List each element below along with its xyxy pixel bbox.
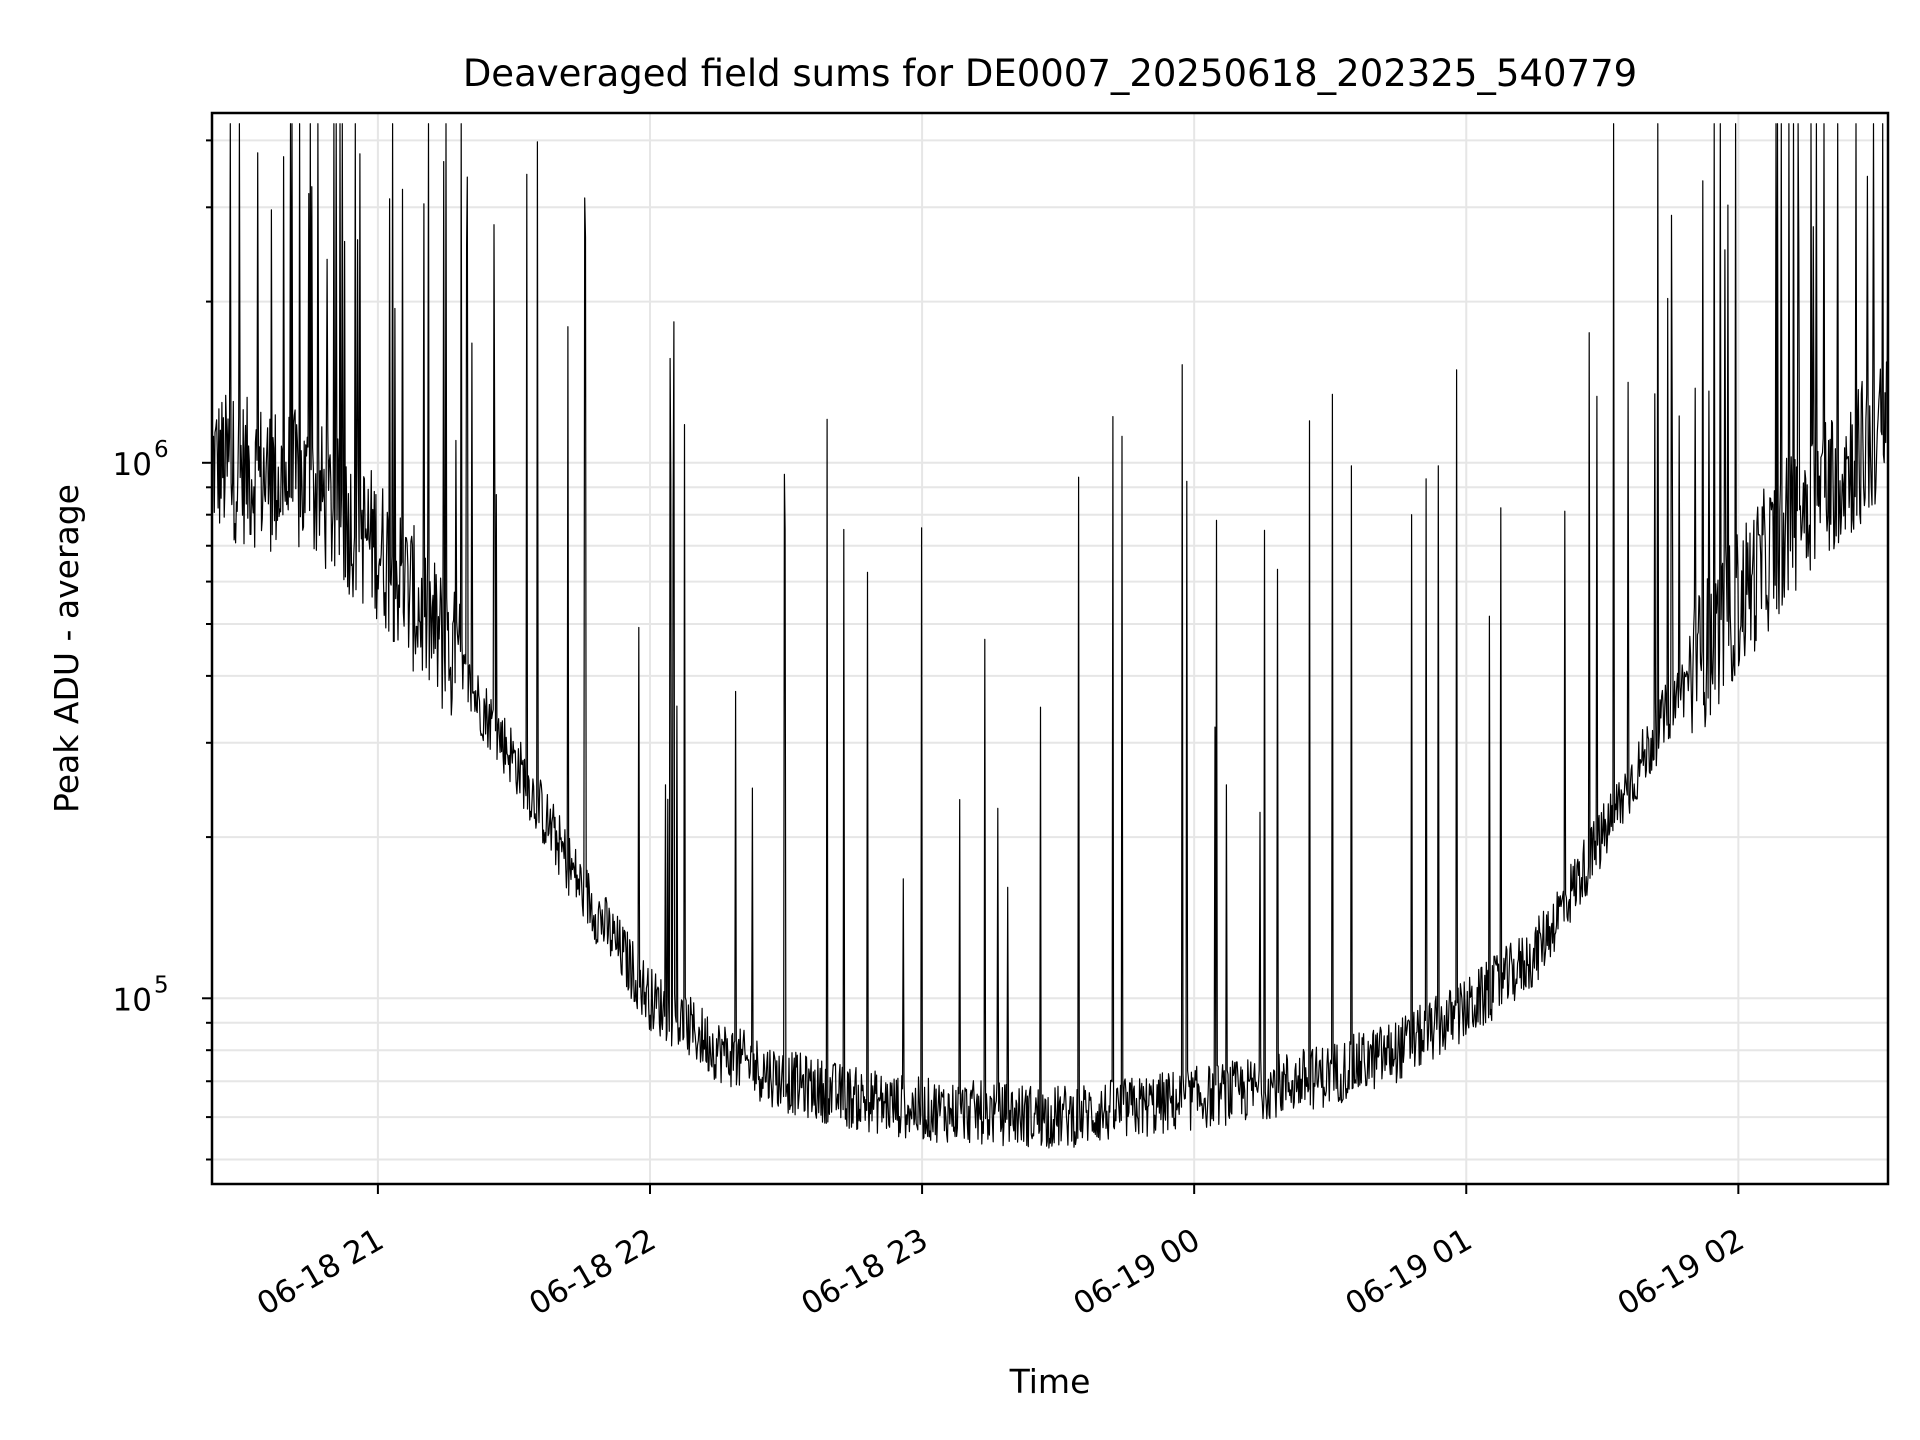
y-tick-label-exponent: 6 (154, 437, 169, 463)
series-group (211, 123, 1889, 1149)
chart-title: Deaveraged field sums for DE0007_2025061… (463, 52, 1637, 95)
y-tick-label: 10 (113, 982, 152, 1018)
y-axis-label: Peak ADU - average (47, 484, 86, 813)
grid-lines (212, 113, 1888, 1184)
y-tick-label-exponent: 5 (154, 972, 169, 998)
series-line (211, 123, 1889, 1149)
plot-frame (210, 111, 1890, 1186)
y-tick-label: 10 (113, 447, 152, 483)
x-axis-label: Time (1009, 1362, 1091, 1401)
